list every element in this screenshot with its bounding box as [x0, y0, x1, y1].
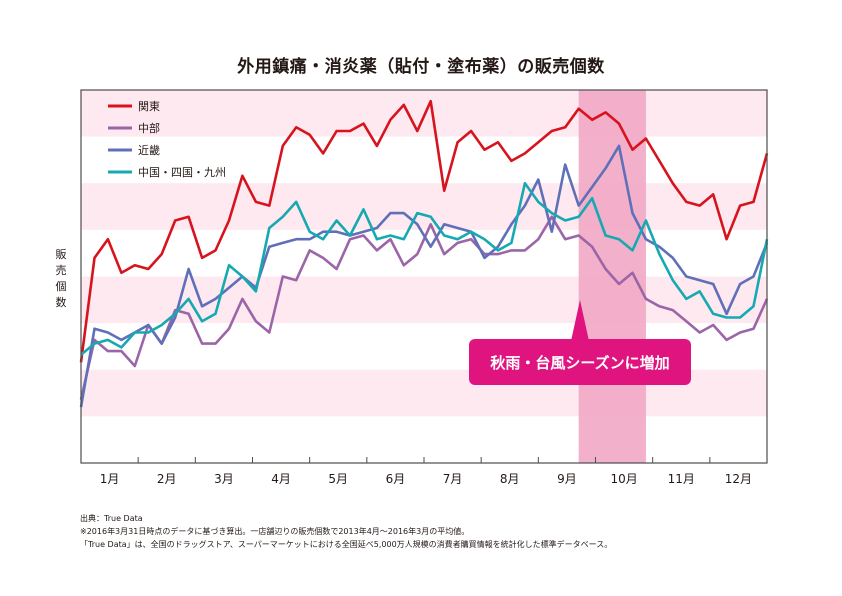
x-tick-label: 2月 — [157, 472, 177, 486]
callout-text: 秋雨・台風シーズンに増加 — [490, 354, 669, 372]
legend-label: 関東 — [138, 100, 160, 113]
series-line-中国・四国・九州 — [80, 182, 769, 356]
x-tick-label: 8月 — [500, 472, 520, 486]
y-axis-label: 販売個数 — [55, 248, 67, 309]
background-bands — [81, 90, 767, 463]
background-band — [81, 183, 767, 230]
x-axis-ticks: 1月 2月 3月 4月 5月 6月 7月 8月 9月 10月 11月 12月 — [100, 457, 752, 486]
callout-box — [469, 339, 691, 385]
series-line-関東 — [79, 99, 769, 363]
background-band — [81, 136, 767, 184]
x-tick-label: 9月 — [557, 472, 577, 486]
series-line-近畿 — [79, 144, 769, 408]
x-tick-label: 10月 — [610, 472, 637, 486]
annotation-callout: 秋雨・台風シーズンに増加 — [469, 300, 691, 385]
x-tick-label: 3月 — [214, 472, 234, 486]
x-tick-label: 1月 — [100, 472, 120, 486]
background-band — [81, 416, 767, 463]
legend-label: 中部 — [138, 121, 160, 135]
x-tick-label: 12月 — [725, 472, 752, 486]
series-line-中部 — [79, 215, 769, 400]
chart-title: 外用鎮痛・消炎薬（貼付・塗布薬）の販売個数 — [237, 57, 605, 77]
x-tick-label: 11月 — [668, 472, 695, 486]
callout-pointer — [571, 300, 589, 341]
x-tick-label: 5月 — [328, 472, 348, 486]
footnote-source: 出典：True Data — [80, 514, 143, 523]
footnote-method: ※2016年3月31日時点のデータに基づき算出。一店舗辺りの販売個数で2013年… — [80, 527, 470, 536]
legend-label: 中国・四国・九州 — [138, 166, 226, 179]
footnote-description: 「True Data」は、全国のドラッグストア、スーパーマーケットにおける全国延… — [80, 540, 613, 549]
x-tick-label: 4月 — [271, 472, 291, 486]
series-lines — [79, 99, 769, 408]
x-tick-label: 6月 — [386, 472, 406, 486]
x-tick-label: 7月 — [443, 472, 463, 486]
legend-label: 近畿 — [138, 143, 160, 157]
footnotes: 出典：True Data ※2016年3月31日時点のデータに基づき算出。一店舗… — [80, 512, 612, 551]
